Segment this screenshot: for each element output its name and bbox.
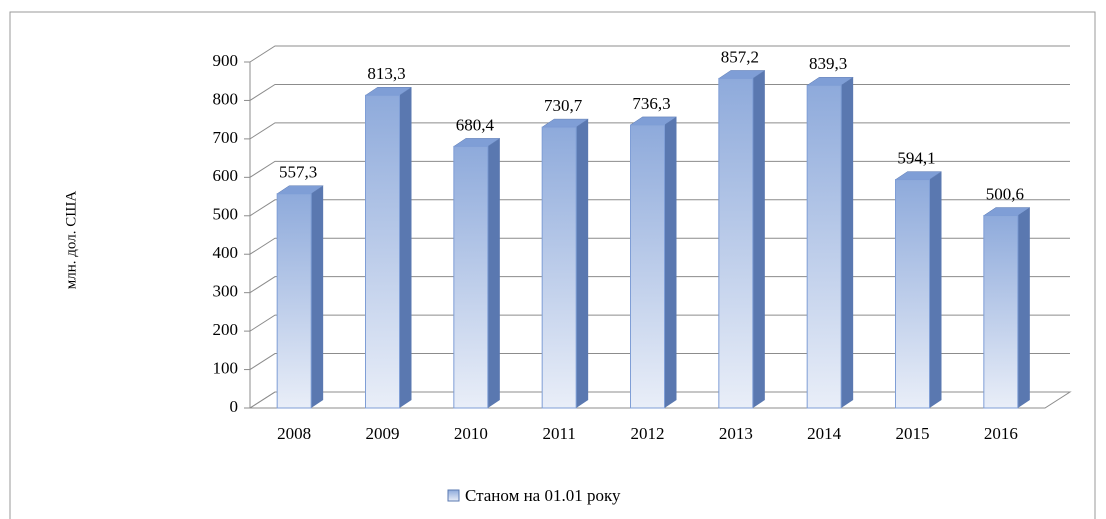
bar — [541, 126, 577, 409]
bar-side — [399, 87, 412, 409]
bar — [718, 77, 754, 409]
grid-line — [249, 276, 1070, 294]
y-tick-label: 800 — [213, 89, 239, 108]
bar-side — [1017, 207, 1030, 408]
grid-line — [249, 122, 1070, 140]
bar-side — [841, 77, 854, 408]
y-axis-label: млн. дол. США — [63, 191, 79, 290]
y-tick-label: 300 — [213, 282, 239, 301]
value-label: 680,4 — [456, 115, 495, 134]
grid-line — [249, 199, 1070, 217]
bar-side — [311, 185, 324, 408]
grid-line — [249, 45, 1070, 63]
value-label: 557,3 — [279, 163, 317, 182]
bar — [806, 84, 842, 409]
x-tick-label: 2016 — [984, 424, 1018, 443]
grid-line — [249, 237, 1070, 255]
x-tick-label: 2008 — [277, 424, 311, 443]
value-label: 500,6 — [986, 184, 1024, 203]
x-tick-label: 2015 — [896, 424, 930, 443]
bar — [365, 94, 400, 409]
value-label: 730,7 — [544, 96, 583, 115]
x-tick-label: 2013 — [719, 424, 753, 443]
y-tick-label: 600 — [213, 166, 239, 185]
x-tick-label: 2009 — [366, 424, 400, 443]
y-tick-label: 400 — [213, 243, 239, 262]
y-tick-label: 700 — [213, 128, 239, 147]
value-label: 594,1 — [897, 149, 935, 168]
y-tick-label: 500 — [213, 205, 239, 224]
y-tick-label: 0 — [230, 397, 239, 416]
bar-side — [576, 119, 589, 409]
legend-swatch — [447, 489, 460, 502]
x-tick-label: 2010 — [454, 424, 488, 443]
bar-side — [752, 70, 765, 408]
x-tick-label: 2012 — [631, 424, 665, 443]
y-tick-label: 100 — [213, 358, 239, 377]
grid-line — [249, 83, 1070, 101]
x-tick-label: 2014 — [807, 424, 842, 443]
grid-line — [249, 391, 1070, 409]
bar — [276, 193, 312, 409]
bar — [983, 215, 1019, 409]
value-label: 839,3 — [809, 54, 847, 73]
bar — [630, 124, 665, 409]
bar-side — [664, 116, 677, 408]
bar-side — [929, 171, 942, 408]
legend-label: Станом на 01.01 року — [465, 486, 621, 505]
chart-border — [9, 11, 1096, 519]
grid-line — [249, 314, 1070, 332]
y-tick-label: 900 — [213, 51, 239, 70]
bar — [453, 145, 489, 409]
y-tick-label: 200 — [213, 320, 239, 339]
bar-side — [487, 138, 500, 408]
grid-line — [249, 160, 1070, 178]
grid-line — [249, 353, 1070, 370]
value-label: 813,3 — [367, 64, 405, 83]
bar — [895, 179, 930, 409]
x-tick-label: 2011 — [542, 424, 575, 443]
value-label: 736,3 — [632, 94, 670, 113]
value-label: 857,2 — [721, 47, 759, 66]
